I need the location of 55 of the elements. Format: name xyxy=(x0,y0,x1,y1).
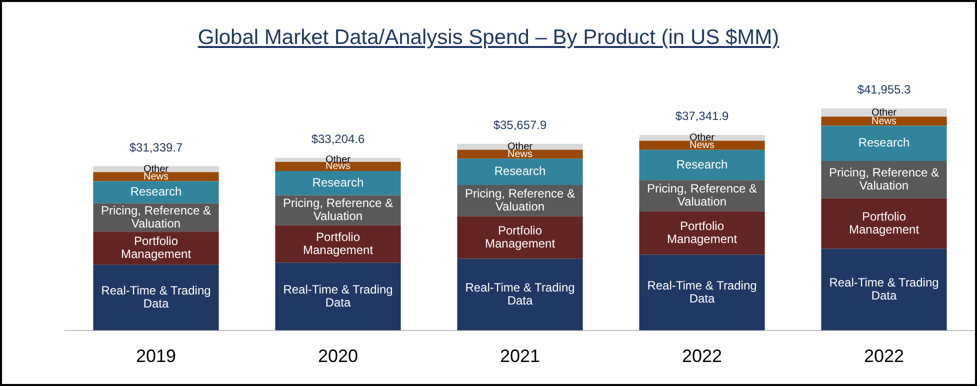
text: Real-Time & Trading Data xyxy=(283,282,393,310)
text: Portfolio Management xyxy=(666,218,738,246)
bar xyxy=(457,158,583,185)
bar xyxy=(93,172,219,182)
text: News xyxy=(507,148,533,160)
text: Pricing, Reference & Valuation xyxy=(464,186,576,214)
text: Real-Time & Trading Data xyxy=(465,280,575,308)
bar xyxy=(639,211,765,255)
bar xyxy=(275,171,401,196)
x-tick-label: 2021 xyxy=(500,346,540,366)
bar xyxy=(821,126,947,162)
x-tick-label: 2020 xyxy=(318,346,358,366)
x-tick-label: 2019 xyxy=(136,346,176,366)
text: Portfolio Management xyxy=(848,209,920,236)
text: Research xyxy=(312,175,364,190)
bar xyxy=(275,262,401,330)
x-tick-label: 2022 xyxy=(682,346,722,366)
series-label: Real-Time & Trading Data xyxy=(101,283,211,310)
bar xyxy=(93,264,219,330)
bar xyxy=(457,216,583,259)
annotation: $35,657.9 xyxy=(493,118,548,132)
text: Real-Time & Trading Data xyxy=(647,278,757,306)
bar xyxy=(93,181,219,204)
bar xyxy=(457,258,583,330)
bar xyxy=(275,162,401,172)
annotation: $33,204.6 xyxy=(311,132,366,146)
series-label: Pricing, Reference & Valuation xyxy=(100,203,212,230)
bar xyxy=(821,116,947,126)
series-label: Other xyxy=(871,107,898,118)
bar xyxy=(457,144,583,150)
text: Pricing, Reference & Valuation xyxy=(646,182,758,209)
text: News xyxy=(871,116,897,127)
bar xyxy=(639,254,765,330)
bar xyxy=(457,150,583,159)
series-label: Portfolio Management xyxy=(120,234,192,262)
text: Portfolio Management xyxy=(484,223,556,250)
bar xyxy=(93,232,219,265)
text: Pricing, Reference & Valuation xyxy=(828,165,940,192)
bar xyxy=(639,140,765,150)
text: Research xyxy=(858,136,910,150)
x-tick-label: 2022 xyxy=(864,346,904,366)
text: $41,955.3 xyxy=(857,82,912,97)
text: Research xyxy=(676,157,728,172)
text: Portfolio Management xyxy=(302,230,374,257)
chart-title: Global Market Data/Analysis Spend – By Product (in US $MM) xyxy=(196,26,780,50)
bar xyxy=(821,248,947,330)
text: Research xyxy=(494,164,546,178)
series-label: Research xyxy=(130,184,182,199)
bar xyxy=(821,198,947,249)
text: Pricing, Reference & Valuation xyxy=(282,196,394,224)
bar xyxy=(639,150,765,180)
annotation: $31,339.7 xyxy=(129,140,184,154)
text: Real-Time & Trading Data xyxy=(829,275,939,302)
bar xyxy=(639,134,765,141)
annotation: $37,341.9 xyxy=(675,109,730,124)
